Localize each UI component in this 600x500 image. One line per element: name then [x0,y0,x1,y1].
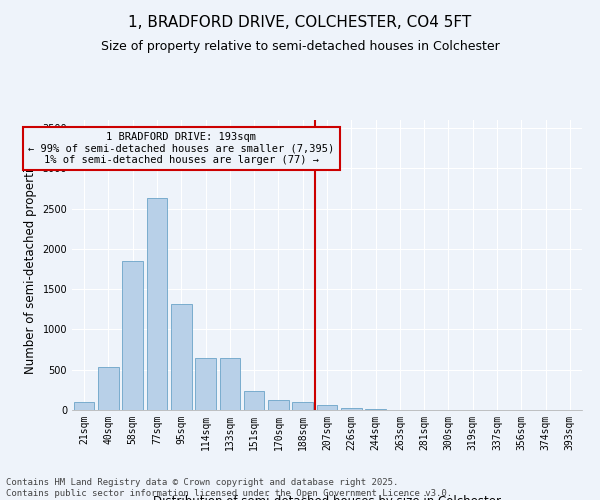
Bar [244,390,265,410]
Bar [365,409,386,410]
Bar [171,304,191,410]
Bar [317,406,337,410]
Bar [146,198,167,410]
Bar [122,261,143,410]
Text: Size of property relative to semi-detached houses in Colchester: Size of property relative to semi-detach… [101,40,499,53]
Text: 1, BRADFORD DRIVE, COLCHESTER, CO4 5FT: 1, BRADFORD DRIVE, COLCHESTER, CO4 5FT [128,15,472,30]
Bar [220,358,240,410]
Text: Contains HM Land Registry data © Crown copyright and database right 2025.
Contai: Contains HM Land Registry data © Crown c… [6,478,452,498]
Bar [195,358,216,410]
Bar [98,368,119,410]
Bar [268,400,289,410]
Text: 1 BRADFORD DRIVE: 193sqm
← 99% of semi-detached houses are smaller (7,395)
1% of: 1 BRADFORD DRIVE: 193sqm ← 99% of semi-d… [28,132,334,166]
X-axis label: Distribution of semi-detached houses by size in Colchester: Distribution of semi-detached houses by … [153,494,501,500]
Bar [341,408,362,410]
Bar [292,402,313,410]
Bar [74,402,94,410]
Y-axis label: Number of semi-detached properties: Number of semi-detached properties [24,156,37,374]
